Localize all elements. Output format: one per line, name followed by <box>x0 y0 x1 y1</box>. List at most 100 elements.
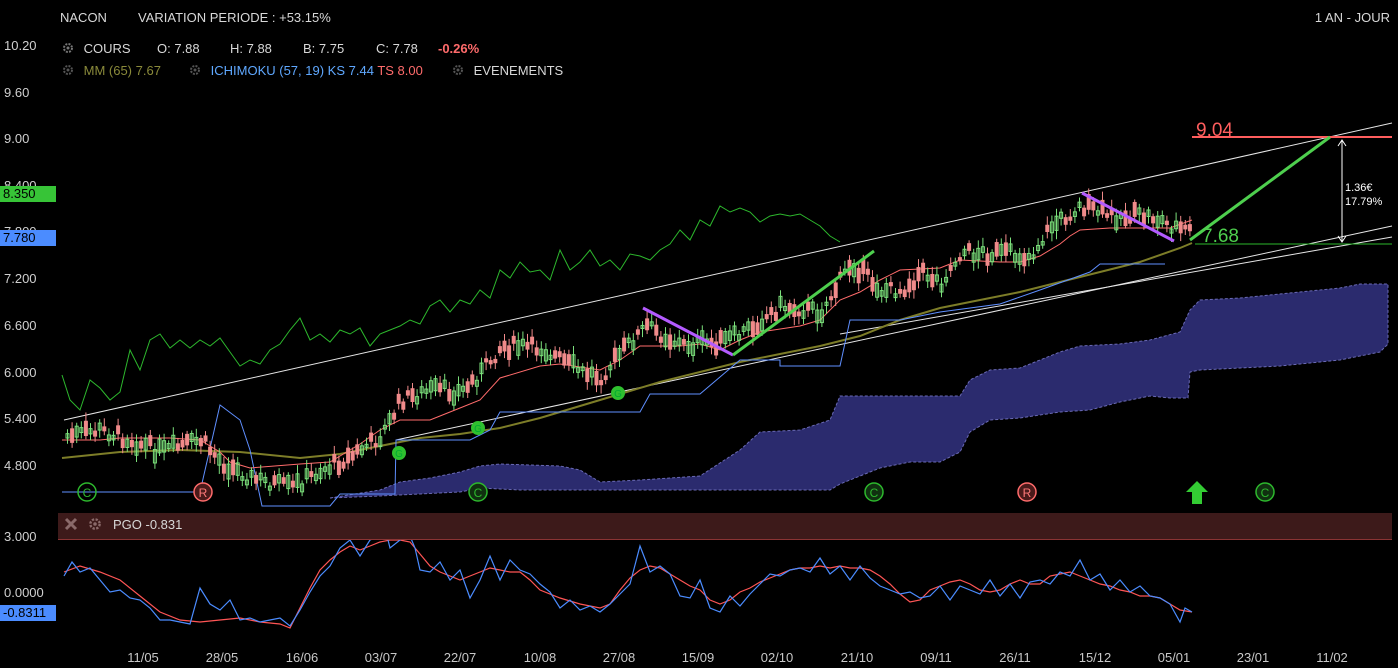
svg-text:R: R <box>1023 486 1032 500</box>
signal-g[interactable]: G <box>611 386 625 400</box>
gear-icon[interactable] <box>62 64 74 76</box>
gear-icon[interactable] <box>189 64 201 76</box>
ts-label: TS 8.00 <box>377 63 423 78</box>
candle-body <box>162 440 167 453</box>
candle-body <box>456 384 461 397</box>
candle-body <box>796 311 801 317</box>
candle-body <box>640 324 645 329</box>
candle-body <box>387 413 392 425</box>
candle-body <box>806 301 811 311</box>
candle-body <box>401 401 406 410</box>
channel-middle-line <box>395 225 1393 441</box>
candle-body <box>442 379 447 389</box>
candle-body <box>221 463 226 474</box>
event-marker[interactable]: C <box>864 482 884 502</box>
candle-body <box>1068 216 1073 221</box>
candle-body <box>415 396 420 405</box>
candle-body <box>212 452 217 458</box>
candle-body <box>525 341 530 350</box>
candle-body <box>1036 244 1041 252</box>
candle-body <box>378 436 383 448</box>
chikou-line <box>61 205 841 411</box>
trend-down-1 <box>642 306 734 357</box>
candle-body <box>1059 211 1064 219</box>
candle-body <box>741 326 746 332</box>
candle-body <box>718 330 723 344</box>
candle-body <box>1026 252 1031 260</box>
event-marker[interactable]: C <box>77 482 97 502</box>
ichimoku-cloud <box>329 283 1389 499</box>
candle-body <box>1169 228 1174 234</box>
candle-body <box>815 309 820 324</box>
event-marker[interactable]: C <box>468 482 488 502</box>
mm-indicator[interactable]: MM (65) 7.67 <box>62 63 161 78</box>
candle-body <box>1132 201 1137 217</box>
candle-body <box>1063 217 1068 225</box>
candle-body <box>139 440 144 449</box>
candle-body <box>589 366 594 378</box>
candle-body <box>263 476 268 484</box>
candle-body <box>934 274 939 282</box>
pgo-close-icon[interactable] <box>64 517 78 534</box>
candle-body <box>488 360 493 365</box>
candle-body <box>157 438 162 454</box>
x-tick: 05/01 <box>1157 650 1191 665</box>
cours-label[interactable]: COURS <box>83 41 131 56</box>
candle-body <box>760 318 765 332</box>
candle-body <box>562 353 567 366</box>
candle-body <box>125 438 130 448</box>
candle-body <box>1049 221 1054 234</box>
candle-body <box>764 314 769 320</box>
candle-body <box>879 290 884 297</box>
candle-body <box>281 477 286 484</box>
candle-body <box>438 382 443 393</box>
gear-icon[interactable] <box>452 64 464 76</box>
candle-body <box>654 324 659 336</box>
candle-body <box>479 362 484 375</box>
candle-body <box>548 354 553 361</box>
low-value: B: 7.75 <box>303 41 345 56</box>
candle-body <box>290 480 295 488</box>
quote-row: COURS <box>62 41 131 56</box>
candle-body <box>539 348 544 357</box>
candle-body <box>1183 224 1188 230</box>
signal-g[interactable]: G <box>392 446 406 460</box>
candle-body <box>994 242 999 257</box>
gear-icon[interactable] <box>62 42 74 54</box>
ichimoku-indicator[interactable]: ICHIMOKU (57, 19) KS 7.44 TS 8.00 <box>189 63 423 78</box>
period-selector[interactable]: 1 AN - JOUR <box>1314 10 1390 25</box>
signal-g[interactable]: G <box>471 421 485 435</box>
candle-body <box>631 340 636 351</box>
event-marker[interactable]: R <box>193 482 213 502</box>
candle-body <box>1178 221 1183 234</box>
candle-body <box>898 288 903 294</box>
candle-body <box>1082 207 1087 217</box>
x-tick: 15/09 <box>681 650 715 665</box>
candle-body <box>1141 212 1146 226</box>
svg-text:G: G <box>614 389 622 400</box>
candle-body <box>824 301 829 306</box>
candle-body <box>677 337 682 346</box>
candle-body <box>1008 243 1013 252</box>
y-tick: 4.800 <box>4 458 37 473</box>
candle-body <box>1174 220 1179 230</box>
ks-label: KS 7.44 <box>327 63 374 78</box>
candle-body <box>194 436 199 445</box>
candle-body <box>511 335 516 344</box>
event-marker[interactable]: R <box>1017 482 1037 502</box>
candle-body <box>571 354 576 369</box>
candle-body <box>543 349 548 362</box>
ichimoku-label: ICHIMOKU (57, 19) <box>210 63 325 78</box>
candle-body <box>502 340 507 352</box>
event-marker[interactable]: C <box>1255 482 1275 502</box>
events-indicator[interactable]: EVENEMENTS <box>452 63 563 78</box>
open-value: O: 7.88 <box>157 41 200 56</box>
svg-text:C: C <box>474 486 483 500</box>
candle-body <box>134 441 139 456</box>
svg-text:G: G <box>395 449 403 460</box>
x-tick: 16/06 <box>285 650 319 665</box>
candle-body <box>668 334 673 350</box>
candle-body <box>1022 252 1027 267</box>
pgo-gear-icon[interactable] <box>88 517 102 534</box>
